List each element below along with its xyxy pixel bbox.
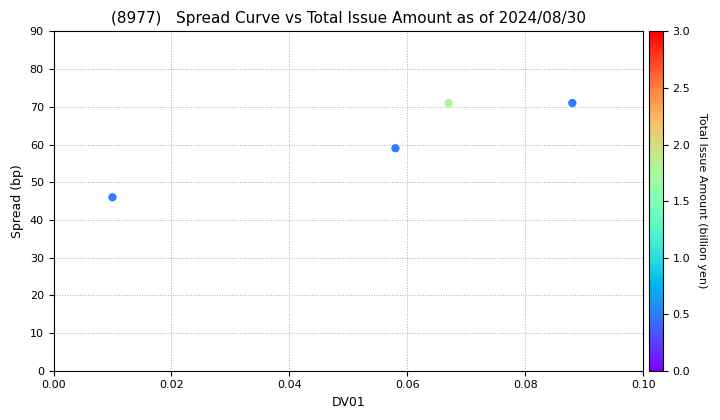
Point [390, 145, 401, 152]
X-axis label: DV01: DV01 [331, 396, 365, 409]
Point [567, 100, 578, 106]
Title: (8977)   Spread Curve vs Total Issue Amount as of 2024/08/30: (8977) Spread Curve vs Total Issue Amoun… [111, 11, 586, 26]
Point [107, 194, 118, 201]
Y-axis label: Total Issue Amount (billion yen): Total Issue Amount (billion yen) [697, 113, 707, 289]
Y-axis label: Spread (bp): Spread (bp) [11, 164, 24, 238]
Point [443, 100, 454, 106]
